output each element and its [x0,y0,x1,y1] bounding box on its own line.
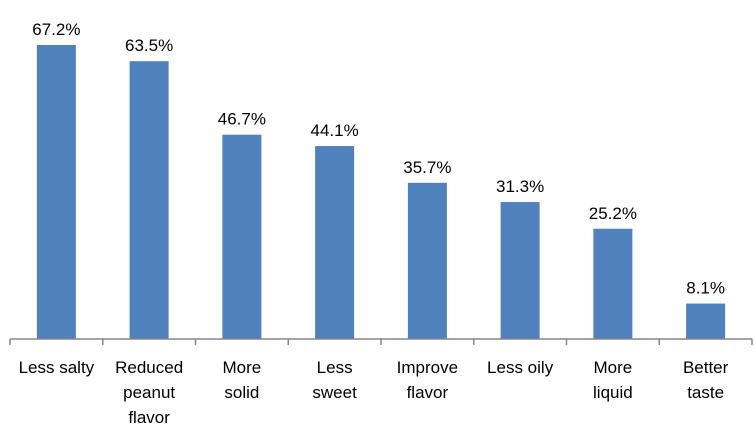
category-label: Less salty [19,358,95,377]
bar [500,202,540,339]
data-label: 35.7% [403,158,451,177]
data-label: 63.5% [125,36,173,55]
category-label: More solid [223,358,262,402]
data-label: 67.2% [32,20,80,39]
category-label: Improve flavor [397,358,458,402]
category-label-line: peanut [123,383,175,402]
category-label: Better taste [683,358,729,402]
bar [407,182,447,339]
bar [36,45,76,339]
data-label: 44.1% [311,121,359,140]
bar [593,228,633,339]
category-label-line: Less oily [487,358,554,377]
category-label-line: More [594,358,633,377]
data-label: 31.3% [496,177,544,196]
bar [129,61,169,339]
category-label-line: Better [683,358,729,377]
category-label-line: Improve [397,358,458,377]
bar [315,146,355,339]
x-axis-ticks [9,339,753,345]
bar [222,134,262,339]
category-label-line: More [223,358,262,377]
bars-layer [36,45,726,339]
category-label-line: liquid [593,383,633,402]
category-label: More liquid [593,358,633,402]
category-label-line: solid [224,383,259,402]
category-label-line: flavor [407,383,449,402]
category-label: Less sweet [312,358,357,402]
category-labels-layer: Less salty Reduced peanut flavor More solid Le… [19,358,729,427]
data-label: 8.1% [686,279,725,298]
bar [686,303,726,339]
data-label: 25.2% [589,204,637,223]
category-label-line: flavor [128,408,170,427]
data-label: 46.7% [218,110,266,129]
category-label-line: taste [687,383,724,402]
category-label: Reduced peanut flavor [115,358,183,427]
category-label-line: Reduced [115,358,183,377]
category-label-line: sweet [312,383,357,402]
category-label: Less oily [487,358,554,377]
category-label-line: Less salty [19,358,95,377]
category-label-line: Less [317,358,353,377]
data-labels-layer: 67.2% 63.5% 46.7% 44.1% 35.7% 31.3% 25.2% 8.1% [32,20,725,298]
